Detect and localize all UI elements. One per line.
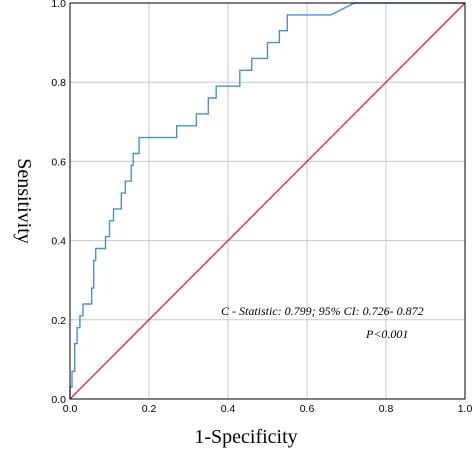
x-tick-label: 0.2 bbox=[142, 403, 157, 415]
reference-diagonal-line bbox=[69, 2, 466, 400]
c-statistic-annotation: C - Statistic: 0.799; 95% CI: 0.726- 0.8… bbox=[221, 304, 424, 318]
y-axis-ticks: 0.0 0.2 0.4 0.6 0.8 1.0 bbox=[51, 0, 66, 406]
x-tick-label: 1.0 bbox=[458, 403, 473, 415]
roc-curve-layer bbox=[69, 2, 465, 399]
x-tick-label: 0.8 bbox=[379, 403, 394, 415]
x-axis-title: 1-Specificity bbox=[194, 426, 297, 448]
roc-curve-line bbox=[69, 2, 465, 399]
x-tick-label: 0.4 bbox=[221, 403, 236, 415]
x-tick-label: 0.0 bbox=[63, 403, 78, 415]
x-tick-label: 0.6 bbox=[300, 403, 315, 415]
y-tick-label: 1.0 bbox=[51, 0, 66, 10]
plot-frame bbox=[69, 2, 466, 400]
y-tick-label: 0.2 bbox=[51, 315, 66, 327]
y-tick-label: 0.0 bbox=[51, 394, 66, 406]
y-tick-label: 0.6 bbox=[51, 156, 66, 168]
y-tick-label: 0.4 bbox=[51, 236, 66, 248]
y-axis-title: Sensitivity bbox=[13, 158, 35, 244]
y-tick-label: 0.8 bbox=[51, 77, 66, 89]
reference-line-layer bbox=[69, 2, 466, 400]
x-axis-ticks: 0.0 0.2 0.4 0.6 0.8 1.0 bbox=[63, 403, 473, 415]
p-value-annotation: P<0.001 bbox=[365, 327, 408, 341]
